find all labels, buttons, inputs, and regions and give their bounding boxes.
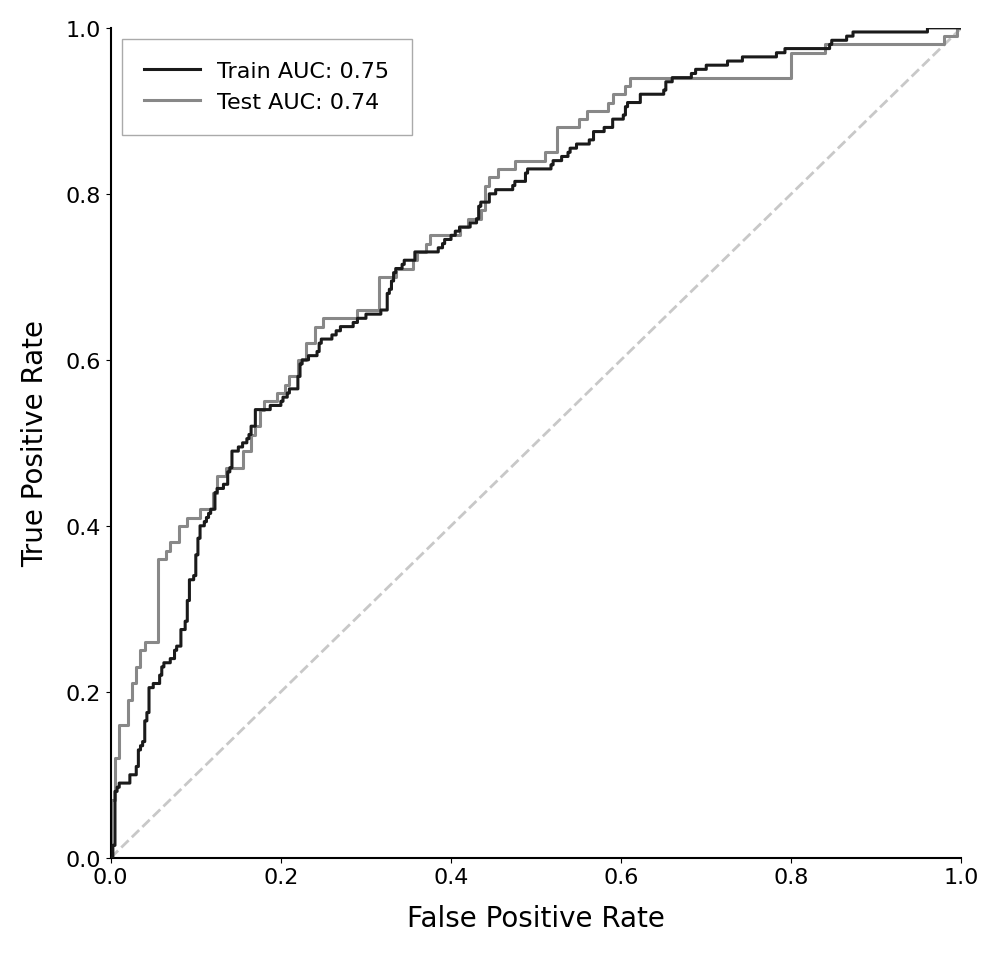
Train AUC: 0.75: (0.708, 0.955): 0.75: (0.708, 0.955) bbox=[707, 60, 719, 71]
Train AUC: 0.75: (0, 0): 0.75: (0, 0) bbox=[105, 852, 117, 863]
Line: Train AUC: 0.75: Train AUC: 0.75 bbox=[111, 29, 961, 858]
Train AUC: 0.75: (0.2, 0.55): 0.75: (0.2, 0.55) bbox=[275, 396, 287, 408]
Train AUC: 0.75: (0.96, 1): 0.75: (0.96, 1) bbox=[921, 23, 933, 34]
Train AUC: 0.75: (0.865, 0.985): 0.75: (0.865, 0.985) bbox=[841, 35, 853, 47]
Test AUC: 0.74: (0.93, 0.98): 0.74: (0.93, 0.98) bbox=[896, 40, 908, 51]
Test AUC: 0.74: (0.59, 0.91): 0.74: (0.59, 0.91) bbox=[607, 98, 619, 110]
Y-axis label: True Positive Rate: True Positive Rate bbox=[21, 320, 49, 567]
Test AUC: 0.74: (1, 1): 0.74: (1, 1) bbox=[955, 23, 967, 34]
Train AUC: 0.75: (0.588, 0.88): 0.75: (0.588, 0.88) bbox=[605, 123, 617, 134]
Test AUC: 0.74: (0.205, 0.56): 0.74: (0.205, 0.56) bbox=[279, 388, 291, 399]
Legend: Train AUC: 0.75, Test AUC: 0.74: Train AUC: 0.75, Test AUC: 0.74 bbox=[122, 40, 412, 135]
Test AUC: 0.74: (0.94, 0.98): 0.74: (0.94, 0.98) bbox=[904, 40, 916, 51]
Test AUC: 0.74: (0.75, 0.94): 0.74: (0.75, 0.94) bbox=[743, 72, 755, 84]
Test AUC: 0.74: (0, 0): 0.74: (0, 0) bbox=[105, 852, 117, 863]
Train AUC: 0.75: (0.4, 0.745): 0.75: (0.4, 0.745) bbox=[445, 234, 457, 246]
Test AUC: 0.74: (0.995, 1): 0.74: (0.995, 1) bbox=[951, 23, 963, 34]
Train AUC: 0.75: (0.455, 0.805): 0.75: (0.455, 0.805) bbox=[492, 185, 504, 196]
Line: Test AUC: 0.74: Test AUC: 0.74 bbox=[111, 29, 961, 858]
Test AUC: 0.74: (0.89, 0.98): 0.74: (0.89, 0.98) bbox=[862, 40, 874, 51]
X-axis label: False Positive Rate: False Positive Rate bbox=[407, 904, 665, 932]
Train AUC: 0.75: (1, 1): 0.75: (1, 1) bbox=[955, 23, 967, 34]
